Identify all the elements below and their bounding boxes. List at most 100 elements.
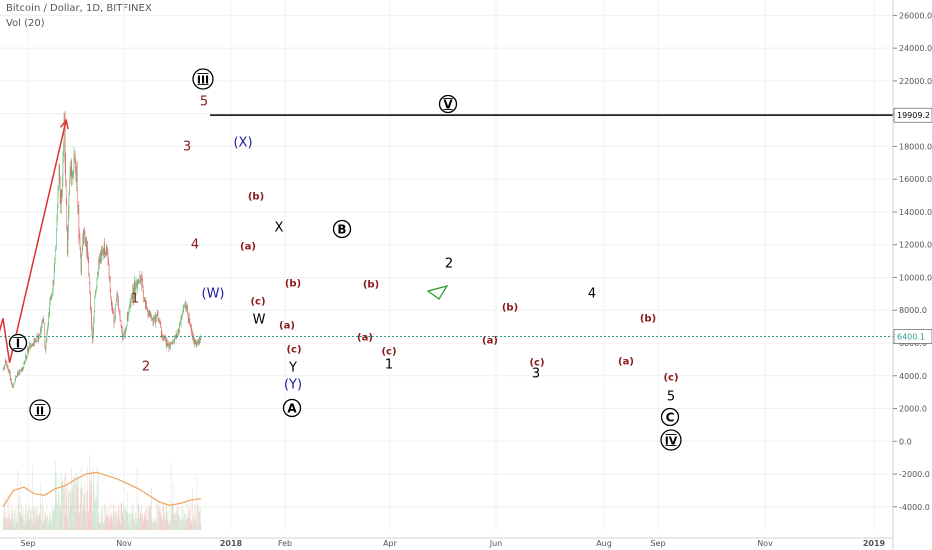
volume-bar (82, 505, 84, 530)
x-tick-label: 2019 (863, 539, 886, 548)
candle (160, 326, 162, 335)
candle (117, 292, 118, 298)
volume-bar (45, 513, 46, 530)
volume-bar (179, 520, 181, 530)
volume-bar (199, 506, 201, 530)
candle (8, 369, 9, 371)
volume-bar (95, 498, 96, 530)
volume-bar (36, 506, 37, 530)
candle (140, 276, 141, 280)
volume-bar (103, 523, 104, 530)
volume-bar (88, 513, 89, 530)
candle (103, 248, 104, 254)
volume-bar (9, 519, 11, 530)
candle (71, 166, 72, 181)
volume-bar (184, 513, 185, 530)
candle (102, 252, 103, 255)
candle (127, 314, 128, 321)
volume-bar (13, 513, 14, 530)
volume-bar (73, 485, 74, 530)
candle (49, 302, 50, 312)
candle (50, 296, 51, 303)
candle (80, 246, 81, 258)
candle (88, 260, 89, 277)
candle (161, 334, 163, 337)
volume-bar (65, 502, 67, 530)
volume-bar (165, 504, 167, 530)
candle (169, 343, 170, 349)
candle (6, 364, 8, 367)
volume-bar (4, 511, 6, 530)
candle (89, 282, 91, 294)
candle (172, 340, 174, 344)
x-tick-label: Nov (116, 539, 132, 548)
wave-label: 3 (183, 140, 191, 155)
candle (54, 249, 56, 263)
candle (154, 315, 156, 323)
candle (167, 340, 168, 345)
wave-label: (W) (202, 287, 225, 302)
candle (19, 370, 21, 373)
candle (171, 342, 172, 344)
volume-bar (160, 512, 161, 530)
volume-bar (148, 505, 150, 530)
volume-bar (104, 504, 106, 530)
wave-label: B (332, 219, 352, 239)
candle (190, 324, 191, 327)
candle (76, 172, 78, 191)
volume-bar (64, 475, 65, 530)
volume-bar (80, 485, 82, 530)
volume-bar (22, 514, 23, 530)
candle (63, 151, 64, 153)
volume-bar (34, 521, 36, 530)
grid (0, 0, 893, 530)
candle (11, 382, 13, 385)
candle (121, 327, 122, 331)
candle (87, 248, 88, 258)
candle (121, 330, 123, 337)
candle (27, 347, 29, 352)
volume-bar (76, 473, 77, 530)
candle (90, 306, 92, 310)
candle (170, 343, 171, 347)
volume-bar (63, 489, 65, 530)
volume-bar (89, 491, 91, 530)
candle (120, 320, 121, 321)
wave-label: 4 (191, 238, 199, 253)
volume-bar (146, 508, 147, 530)
candle (100, 255, 102, 263)
volume-bar (69, 493, 71, 530)
volume-bar (117, 521, 118, 530)
volume-bar (3, 517, 4, 530)
volume-bar (177, 506, 178, 530)
volume-bar (40, 504, 42, 530)
candle (149, 312, 150, 314)
volume-bar (125, 509, 127, 530)
candle (125, 327, 127, 329)
candle (175, 335, 176, 339)
candle (62, 152, 64, 177)
volume-bar (83, 491, 85, 530)
volume-bar (47, 516, 48, 530)
volume-bar (173, 484, 174, 530)
volume-bar (27, 516, 29, 530)
candle (112, 310, 114, 313)
candle (109, 281, 111, 291)
volume-bar (145, 508, 146, 530)
y-tick-label: -4000.0 (899, 503, 930, 512)
volume-bar (100, 513, 102, 530)
candle (59, 179, 61, 196)
volume-bar (171, 502, 173, 530)
candle (110, 290, 111, 299)
candle (3, 367, 5, 370)
volume-bar (165, 521, 166, 530)
candle (48, 315, 49, 325)
candle (92, 328, 94, 341)
candle (32, 344, 33, 346)
candle (174, 335, 176, 337)
candle (19, 371, 20, 373)
wave-label: (Y) (284, 378, 302, 393)
volume-bar (7, 493, 9, 530)
svg-text:(X): (X) (233, 136, 252, 151)
